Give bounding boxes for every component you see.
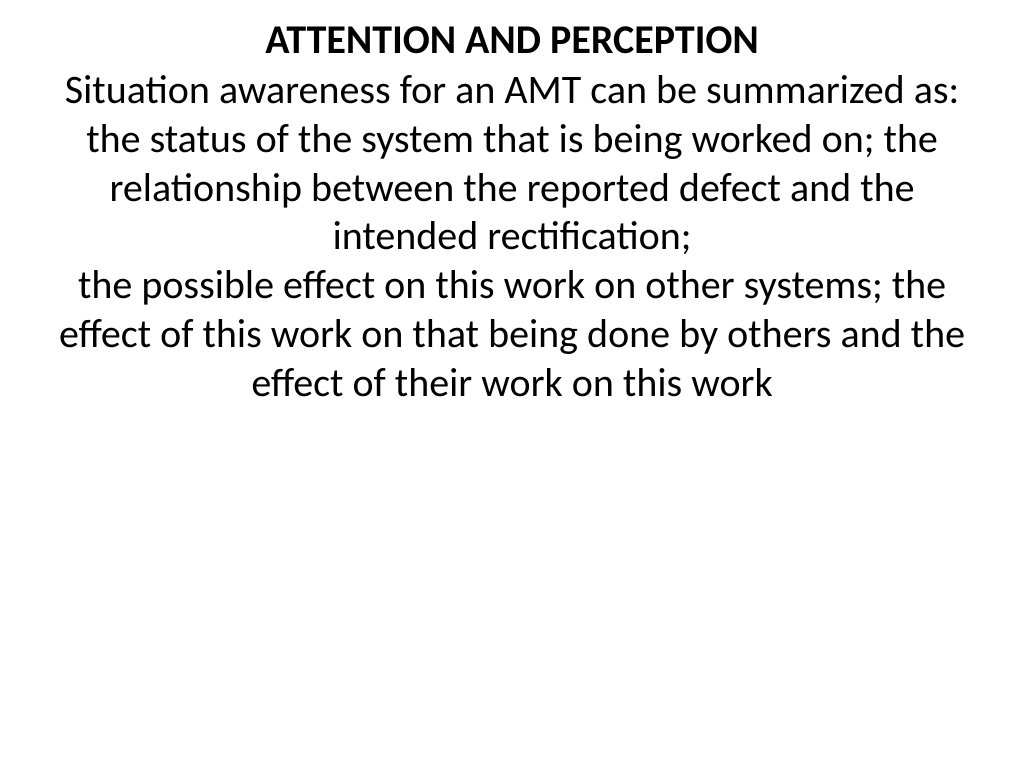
slide-body-line-3: the possible effect on this work on othe… bbox=[40, 261, 984, 407]
slide-body-line-2: the status of the system that is being w… bbox=[40, 115, 984, 261]
slide-body-line-1: Situation awareness for an AMT can be su… bbox=[65, 66, 960, 115]
slide-title: ATTENTION AND PERCEPTION bbox=[265, 16, 759, 64]
slide-container: ATTENTION AND PERCEPTION Situation aware… bbox=[0, 0, 1024, 768]
